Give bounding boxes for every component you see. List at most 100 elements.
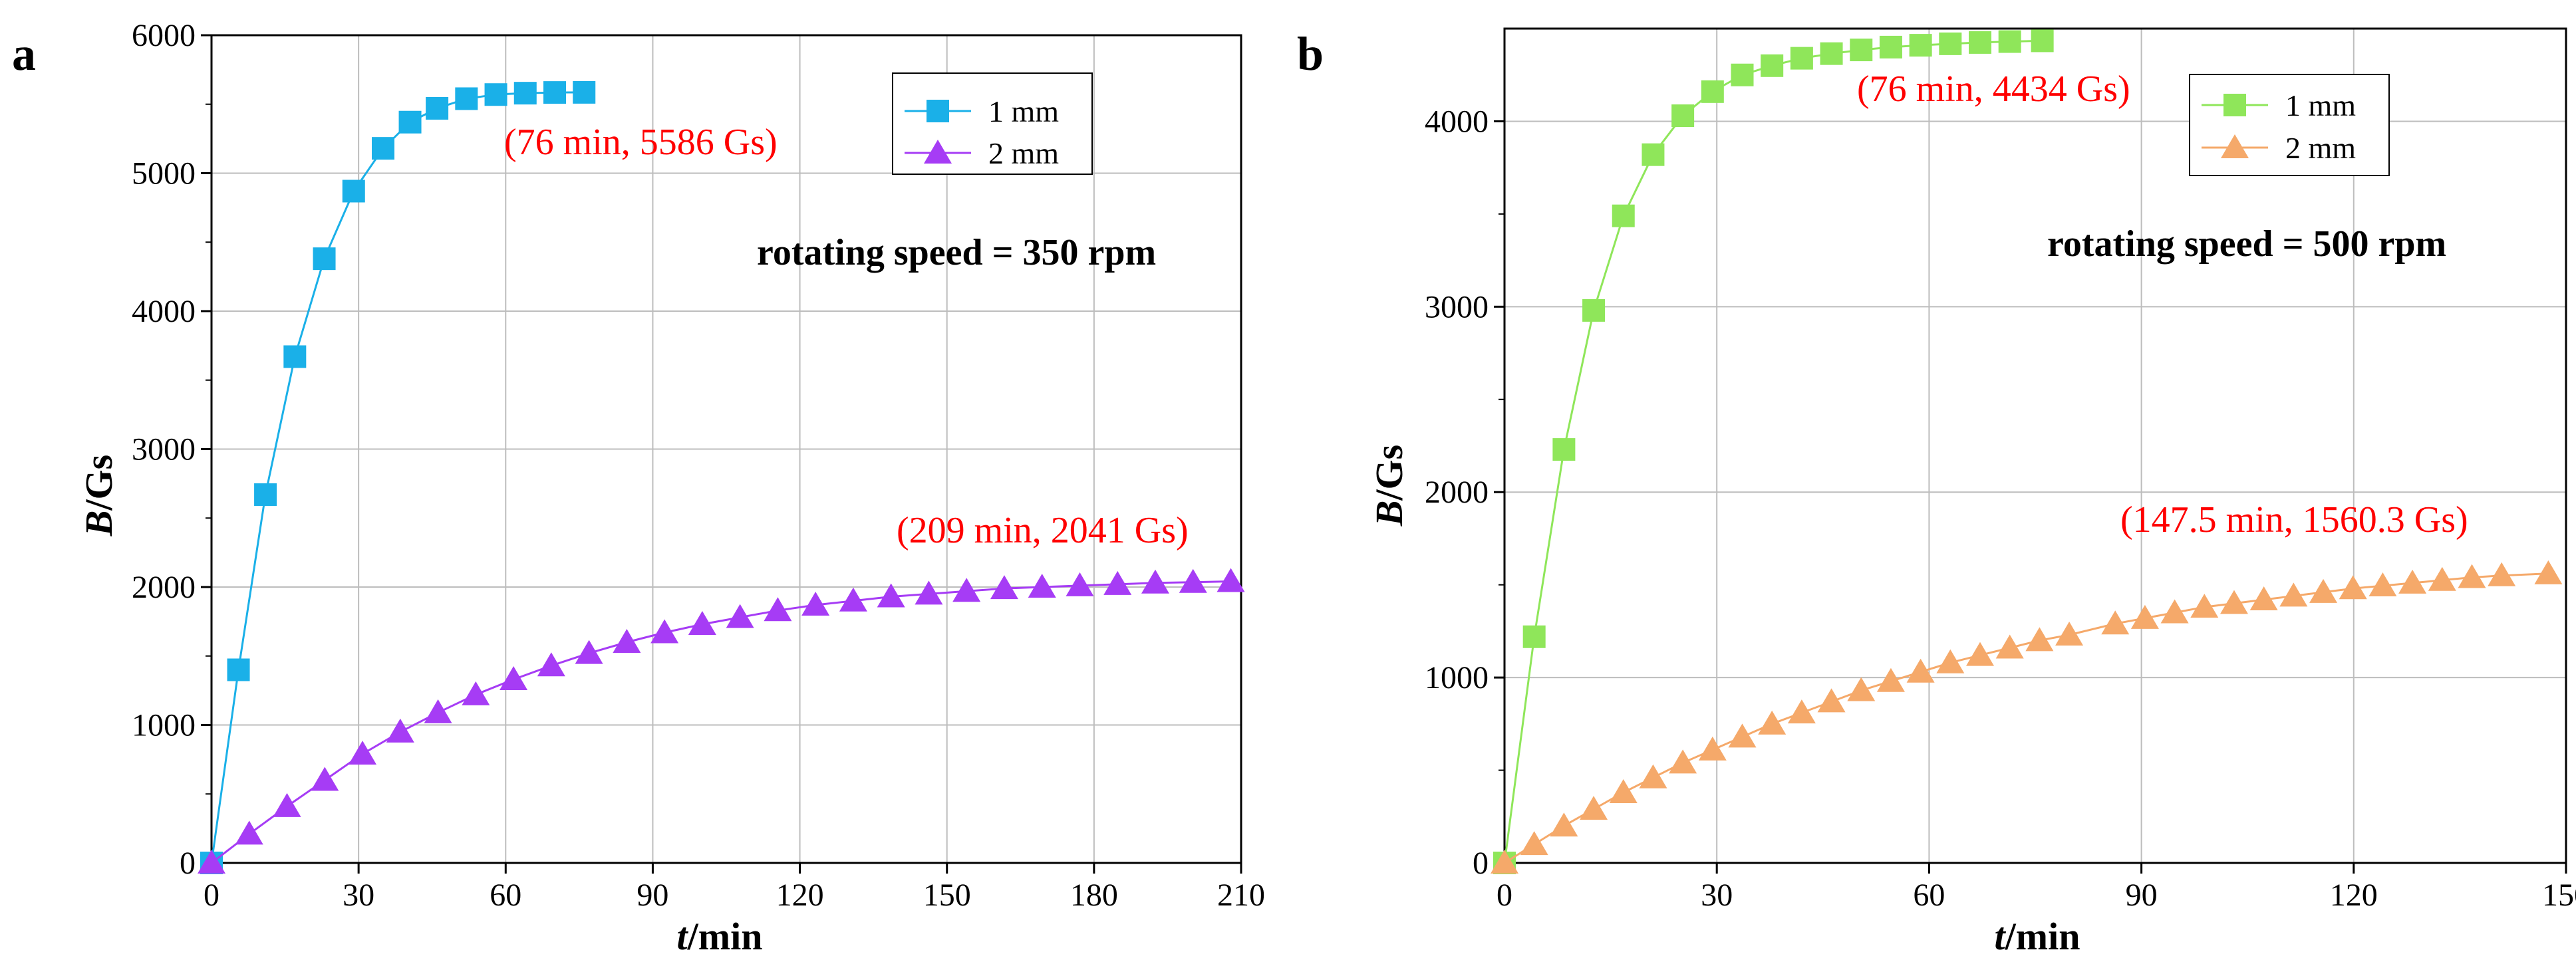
panel-b-legend-triangle-marker	[2221, 134, 2249, 158]
panel-a-point-triangle	[877, 583, 905, 608]
panel-b-point-square	[1998, 30, 2021, 53]
panel-a-series	[198, 80, 1245, 874]
panel-a-annotation-2mm: (209 min, 2041 Gs)	[897, 510, 1189, 551]
panel-a-point-triangle	[613, 629, 641, 653]
panel-a-x-tick-label-0: 0	[204, 878, 219, 913]
panel-a-point-triangle	[952, 578, 981, 602]
panel-a-point-square	[313, 247, 336, 271]
panel-b-x-tick-label-3: 90	[2126, 878, 2158, 913]
panel-b-legend: 1 mm 2 mm	[2189, 74, 2390, 176]
panel-b-annotation-2mm: (147.5 min, 1560.3 Gs)	[2120, 499, 2468, 540]
panel-b-point-triangle	[1491, 850, 1518, 874]
panel-b-point-square	[1850, 39, 1873, 62]
panel-b-point-triangle	[2428, 566, 2456, 591]
panel-a-y-tick-label-5: 5000	[132, 156, 196, 191]
panel-a-point-triangle	[273, 792, 301, 817]
panel-a-point-triangle	[764, 597, 792, 622]
panel-b-point-triangle	[1639, 764, 1667, 788]
panel-b-point-triangle	[2339, 575, 2367, 600]
panel-b-point-triangle	[2309, 578, 2338, 603]
panel-b-point-square	[1522, 625, 1546, 648]
panel-b-point-triangle	[2368, 572, 2397, 597]
panel-b-x-axis-title: t/min	[1995, 915, 2080, 958]
panel-a-x-tick-label-2: 60	[490, 878, 521, 913]
panel-a-point-square	[426, 96, 449, 120]
panel-b-point-triangle	[2160, 599, 2189, 624]
panel-b-point-triangle	[2398, 569, 2427, 594]
panel-a-point-triangle	[349, 741, 377, 765]
panel-b-y-tick-label-0: 0	[1473, 846, 1489, 881]
panel-a-y-tick-label-0: 0	[180, 846, 196, 881]
panel-a-point-triangle	[1141, 569, 1169, 594]
panel-b-rotating-speed: rotating speed = 500 rpm	[2047, 223, 2446, 265]
panel-a-point-triangle	[839, 587, 867, 612]
panel-b-point-square	[1761, 54, 1784, 77]
panel-b-point-triangle	[1817, 688, 1846, 713]
panel-b-letter: b	[1297, 27, 1324, 80]
panel-b-y-axis-title: B/Gs	[1367, 445, 1411, 527]
panel-a-series-line-1	[211, 580, 1231, 864]
panel-b-point-square	[1731, 63, 1754, 86]
panel-a-x-tick-label-5: 150	[923, 878, 971, 913]
panel-a-point-square	[573, 80, 596, 104]
panel-b-point-triangle	[1995, 634, 2024, 659]
panel-a-point-square	[342, 180, 365, 203]
panel-b-legend-square-marker	[2223, 94, 2246, 116]
panel-a-point-triangle	[424, 699, 452, 723]
panel-b-x-tick-label-1: 30	[1701, 878, 1733, 913]
panel-b-point-square	[1939, 32, 1962, 55]
panel-a-point-triangle	[462, 681, 490, 705]
panel-b-point-triangle	[2055, 621, 2084, 646]
panel-a-point-triangle	[311, 767, 339, 791]
panel-b-point-triangle	[1580, 796, 1608, 820]
panel-a-y-tick-label-4: 4000	[132, 294, 196, 329]
panel-a-point-square	[227, 658, 250, 681]
panel-b-point-triangle	[1609, 779, 1638, 804]
panel-b-point-triangle	[1698, 736, 1727, 761]
panel-b-point-triangle	[1876, 667, 1905, 692]
panel-b-point-square	[2031, 29, 2054, 53]
panel-b-point-triangle	[1669, 749, 1697, 774]
panel-b-point-square	[1701, 80, 1724, 103]
panel-a-point-triangle	[801, 591, 830, 616]
panel-a-point-triangle	[386, 718, 414, 743]
panel-a-series-line-0	[210, 91, 585, 864]
panel-a-legend: 1 mm 2 mm	[892, 72, 1093, 175]
panel-a-annotation-1mm: (76 min, 5586 Gs)	[504, 122, 778, 163]
panel-b-x-tick-label-4: 120	[2330, 878, 2378, 913]
panel-a-point-triangle	[650, 619, 679, 644]
panel-b-point-triangle	[2025, 627, 2054, 652]
panel-b-x-tick-label-5: 150	[2542, 878, 2576, 913]
panel-a-point-triangle	[198, 850, 225, 874]
panel-a-x-tick-label-1: 30	[343, 878, 374, 913]
panel-b-plot-frame	[1503, 27, 2567, 864]
panel-b-y-tick-label-4: 4000	[1425, 104, 1489, 139]
panel-a-legend-box	[892, 72, 1093, 175]
panel-b-point-triangle	[1728, 723, 1757, 748]
panel-b-point-square	[1909, 34, 1932, 57]
panel-a-point-square	[455, 87, 478, 110]
panel-a-y-tick-label-3: 3000	[132, 432, 196, 467]
panel-a-point-square	[372, 137, 394, 160]
panel-b-point-triangle	[2249, 586, 2278, 610]
panel-b-legend-box	[2189, 74, 2390, 176]
panel-a-rotating-speed: rotating speed = 350 rpm	[757, 232, 1156, 273]
panel-b-y-tick-label-3: 3000	[1425, 289, 1489, 324]
panel-b-point-square	[1552, 438, 1576, 461]
panel-a-point-square	[484, 83, 507, 106]
panel-a-ticks: 0 30 60 90 120 150 180 210 0 1000 2000 3000 4000 5000…	[132, 18, 1265, 913]
panel-a-x-tick-label-7: 210	[1217, 878, 1265, 913]
panel-a-letter: a	[12, 27, 36, 80]
panel-b-point-triangle	[2279, 582, 2308, 607]
panel-a-point-triangle	[1179, 568, 1207, 593]
panel-a-y-tick-label-2: 2000	[132, 570, 196, 605]
panel-b-series	[1491, 29, 2563, 874]
panel-b-point-triangle	[1550, 812, 1578, 837]
panel-a-legend-triangle-marker	[924, 140, 952, 164]
panel-a-point-triangle	[1028, 574, 1056, 598]
panel-b-point-triangle	[1758, 710, 1787, 735]
panel-a-point-triangle	[688, 611, 716, 636]
panel-b-point-square	[1612, 204, 1635, 227]
panel-a-y-tick-label-1: 1000	[132, 708, 196, 743]
